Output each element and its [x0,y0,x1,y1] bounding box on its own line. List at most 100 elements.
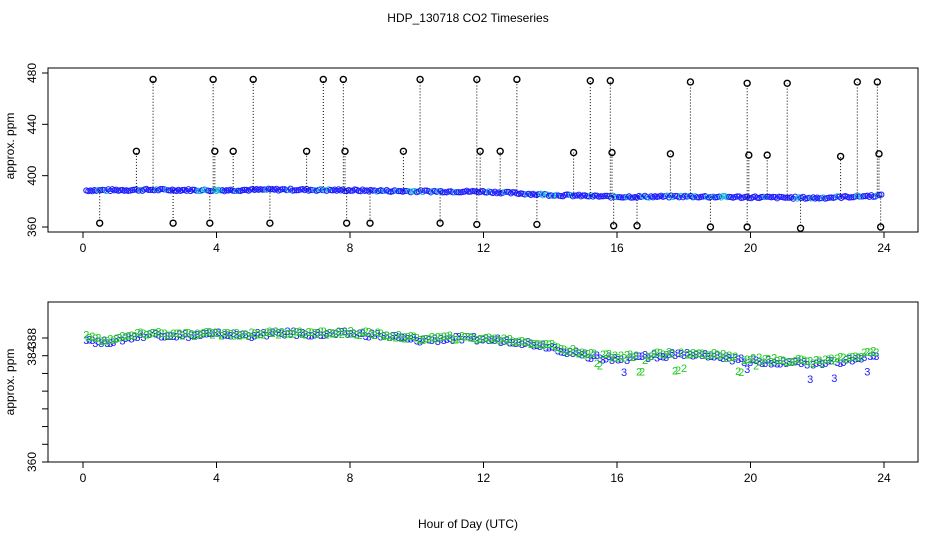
data-point: 3 [351,328,357,340]
x-tick-label: 20 [744,241,758,255]
data-point: 2 [714,349,720,361]
data-point: 3 [321,330,327,342]
data-point: 3 [387,332,393,344]
data-point: 2 [708,349,714,361]
data-point: 2 [167,330,173,342]
data-point: 3 [801,357,807,369]
data-point: 3 [678,348,684,360]
data-point: 3 [477,334,483,346]
data-point: 3 [567,346,573,358]
data-point: 3 [420,334,426,346]
data-point: 3 [759,358,765,370]
x-tick-label: 0 [80,471,87,485]
data-point: 3 [522,338,528,350]
data-point: 2 [780,355,786,367]
data-point: 3 [456,332,462,344]
data-point: 3 [504,335,510,347]
data-point: 3 [696,348,702,360]
data-point: 3 [245,331,251,343]
data-point: 3 [540,339,546,351]
data-point: 2 [807,356,813,368]
data-point: 3 [435,336,441,348]
data-point [145,186,152,194]
data-point: 3 [209,328,215,340]
data-point: 2 [254,330,260,342]
data-point [609,222,618,230]
data-point: 3 [230,328,236,340]
data-point: 2 [92,333,98,345]
data-point: 2 [498,336,504,348]
data-point: 3 [459,335,465,347]
data-point: 3 [303,329,309,341]
data-point: 2 [236,331,242,343]
data-point: 2 [672,365,678,377]
data-point: 3 [92,338,98,350]
data-point: 3 [89,335,95,347]
data-point: 2 [495,335,501,347]
data-point: 3 [495,333,501,345]
data-point: 3 [131,332,137,344]
data-point: 2 [711,348,717,360]
data-point: 3 [699,350,705,362]
data-point: 3 [396,332,402,344]
data-point: 3 [333,329,339,341]
data-point: 2 [783,357,789,369]
data-point: 3 [110,337,116,349]
data-point: 2 [399,333,405,345]
data-point [95,219,104,227]
data-point: 2 [122,332,128,344]
data-point: 3 [107,338,113,350]
data-point: 2 [396,329,402,341]
data-point: 2 [155,327,161,339]
data-point: 3 [98,338,104,350]
data-point: 3 [86,334,92,346]
data-point [601,192,609,199]
data-point: 3 [792,357,798,369]
data-point: 3 [429,335,435,347]
data-point: 2 [282,328,288,340]
data-point: 3 [720,353,726,365]
data-point: 2 [480,333,486,345]
x-tick-label: 16 [610,471,624,485]
data-point: 3 [291,326,297,338]
data-point: 2 [393,333,399,345]
data-point: 3 [693,350,699,362]
data-point: 2 [558,343,564,355]
data-point: 3 [768,358,774,370]
data-point: 3 [441,335,447,347]
data-point: 3 [116,332,122,344]
data-point [874,192,881,199]
data-point: 3 [681,350,687,362]
data-point: 2 [705,350,711,362]
x-tick-label: 20 [744,471,758,485]
data-point [509,189,516,196]
data-point: 3 [738,353,744,365]
data-point: 2 [570,343,576,355]
data-point: 2 [170,328,176,340]
data-point: 2 [573,347,579,359]
data-point [341,147,349,155]
data-point: 3 [432,333,438,345]
data-point: 2 [870,345,876,357]
data-point: 3 [248,332,254,344]
data-point: 3 [585,353,591,365]
data-point: 3 [185,332,191,344]
y-tick-label: 360 [25,217,39,237]
data-point: 3 [546,342,552,354]
data-point: 2 [819,358,825,370]
data-point [665,194,673,201]
data-point [455,189,462,196]
data-point [436,219,444,227]
data-point: 2 [846,352,852,364]
data-point: 3 [372,330,378,342]
data-point: 3 [462,332,468,344]
data-point: 3 [804,360,810,372]
data-point: 3 [849,356,855,368]
top-panel: 0 4 8 12 16 20 24 360 400 440 480 [25,63,919,255]
data-point [591,192,599,199]
x-tick-label: 4 [213,471,220,485]
data-point: 2 [324,330,330,342]
data-point: 3 [101,335,107,347]
data-point: 3 [744,364,750,376]
data-point: 2 [687,349,693,361]
